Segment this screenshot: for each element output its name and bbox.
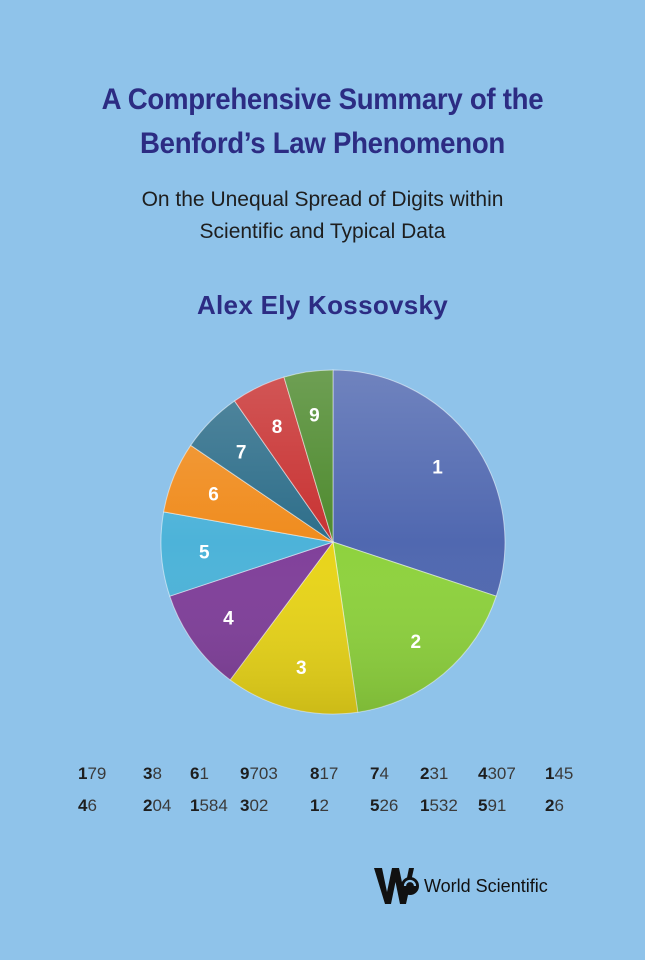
leading-digit: 4 <box>78 796 88 815</box>
book-subtitle: On the Unequal Spread of Digits within S… <box>0 184 645 248</box>
leading-digit: 4 <box>478 764 488 783</box>
leading-digit: 5 <box>370 796 380 815</box>
leading-digit: 7 <box>370 764 380 783</box>
book-title: A Comprehensive Summary of the Benford’s… <box>26 78 619 166</box>
leading-digit: 3 <box>240 796 250 815</box>
digit-number: 26 <box>545 796 564 816</box>
publisher-name: World Scientific <box>424 875 548 896</box>
pie-label-2: 2 <box>411 632 422 653</box>
pie-label-6: 6 <box>208 484 219 505</box>
trailing-digits: 02 <box>249 796 269 815</box>
author-name: Alex Ely Kossovsky <box>196 290 449 320</box>
leading-digit: 3 <box>143 764 153 783</box>
pie-label-1: 1 <box>432 458 443 479</box>
trailing-digits: 04 <box>152 796 172 815</box>
trailing-digits: 703 <box>249 764 278 783</box>
trailing-digits: 79 <box>87 764 107 783</box>
leading-digit: 1 <box>78 764 88 783</box>
digit-number: 74 <box>370 764 389 784</box>
trailing-digits: 8 <box>152 764 162 783</box>
leading-digit: 2 <box>420 764 430 783</box>
trailing-digits: 4 <box>379 764 389 783</box>
digit-number: 302 <box>240 796 268 816</box>
leading-digit: 1 <box>420 796 430 815</box>
leading-digit: 9 <box>240 764 250 783</box>
digit-number: 231 <box>420 764 448 784</box>
pie-label-8: 8 <box>272 417 283 438</box>
trailing-digits: 2 <box>319 796 329 815</box>
leading-digit: 1 <box>310 796 320 815</box>
digit-number: 61 <box>190 764 209 784</box>
trailing-digits: 17 <box>319 764 339 783</box>
digit-number: 817 <box>310 764 338 784</box>
leading-digit: 1 <box>190 796 200 815</box>
trailing-digits: 1 <box>199 764 209 783</box>
digit-number-row-2: 46 204 1584 302 12 526 1532 591 26 <box>0 796 645 820</box>
leading-digit: 1 <box>545 764 555 783</box>
world-scientific-logo-icon <box>374 868 419 904</box>
digit-number: 1532 <box>420 796 458 816</box>
trailing-digits: 584 <box>199 796 228 815</box>
digit-number: 4307 <box>478 764 516 784</box>
pie-label-4: 4 <box>223 608 234 629</box>
pie-label-9: 9 <box>309 405 320 426</box>
digit-number: 179 <box>78 764 106 784</box>
digit-number-row-1: 179 38 61 9703 817 74 231 4307 145 <box>0 764 645 788</box>
digit-number: 204 <box>143 796 171 816</box>
pie-label-3: 3 <box>296 658 307 679</box>
book-title-line-1: A Comprehensive Summary of the <box>101 83 544 116</box>
digit-number: 46 <box>78 796 97 816</box>
pie-slices <box>160 369 506 715</box>
leading-digit: 6 <box>190 764 200 783</box>
book-subtitle-line-1: On the Unequal Spread of Digits within <box>141 188 504 211</box>
leading-digit: 8 <box>310 764 320 783</box>
pie-label-7: 7 <box>236 442 247 463</box>
leading-digit: 2 <box>545 796 555 815</box>
publisher-logo: World Scientific <box>372 866 548 906</box>
leading-digit: 2 <box>143 796 153 815</box>
digit-number: 145 <box>545 764 573 784</box>
pie-labels: 1 2 3 4 5 67 8 9 <box>199 405 443 679</box>
trailing-digits: 45 <box>554 764 574 783</box>
book-subtitle-line-2: Scientific and Typical Data <box>199 220 446 243</box>
leading-digit: 5 <box>478 796 488 815</box>
trailing-digits: 307 <box>487 764 516 783</box>
digit-number: 526 <box>370 796 398 816</box>
digit-number: 1584 <box>190 796 228 816</box>
pie-label-5: 5 <box>199 542 210 563</box>
trailing-digits: 26 <box>379 796 399 815</box>
trailing-digits: 6 <box>87 796 97 815</box>
trailing-digits: 91 <box>487 796 507 815</box>
book-title-line-2: Benford’s Law Phenomenon <box>140 127 505 160</box>
trailing-digits: 6 <box>554 796 564 815</box>
pie-chart: 1 2 3 4 5 67 8 9 <box>160 369 506 715</box>
digit-number: 38 <box>143 764 162 784</box>
trailing-digits: 31 <box>429 764 449 783</box>
digit-number: 12 <box>310 796 329 816</box>
trailing-digits: 532 <box>429 796 458 815</box>
digit-number: 591 <box>478 796 506 816</box>
digit-number: 9703 <box>240 764 278 784</box>
